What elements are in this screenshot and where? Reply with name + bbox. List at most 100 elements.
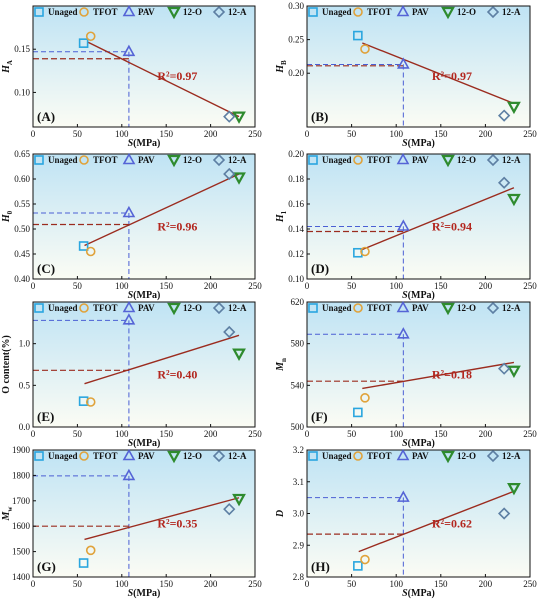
marker-12-o <box>167 6 181 20</box>
x-tick-label: 50 <box>73 281 83 291</box>
marker-12-a <box>486 153 500 167</box>
marker-12-o <box>232 111 246 124</box>
legend-label: 12-O <box>183 155 202 165</box>
marker-tfot <box>79 451 89 461</box>
y-axis-label-main: H <box>1 64 12 74</box>
marker-pav <box>396 327 410 339</box>
x-tick-label: 100 <box>389 129 403 139</box>
x-tick-label: 250 <box>248 579 262 589</box>
x-tick-label: 150 <box>434 129 448 139</box>
y-axis-label: D <box>275 510 286 518</box>
y-axis-label-main: H <box>275 64 286 74</box>
y-tick-label: 0.30 <box>288 1 304 11</box>
x-tick-label: 0 <box>305 129 310 139</box>
y-tick-label: 1800 <box>12 470 31 480</box>
marker-unaged <box>308 303 318 313</box>
x-axis-label: S(MPa) <box>402 138 435 149</box>
marker-12-a <box>223 503 236 516</box>
y-tick-label: 0.25 <box>288 35 304 45</box>
x-tick-label: 0 <box>31 281 36 291</box>
x-tick-label: 150 <box>159 579 173 589</box>
panel-label: (C) <box>37 261 55 276</box>
y-tick-label: 0.10 <box>14 87 30 97</box>
y-tick-label: 0.16 <box>288 199 304 209</box>
legend-label: TFOT <box>93 155 118 165</box>
y-tick-label: 620 <box>291 297 305 307</box>
x-tick-label: 150 <box>159 129 173 139</box>
panel-e: 0 50 100 150 200 250 0.0 0.5 1.0 S(MPa) O content(… <box>1 300 262 449</box>
x-tick-label: 0 <box>305 429 310 439</box>
x-tick-label: 50 <box>73 579 83 589</box>
marker-unaged <box>308 155 318 165</box>
marker-unaged <box>78 241 89 251</box>
fit-line <box>358 490 515 553</box>
legend-label: Unaged <box>322 7 352 17</box>
x-tick-label: 0 <box>31 129 36 139</box>
r2-annotation: R²=0.96 <box>157 219 197 233</box>
x-tick-label: 0 <box>305 281 310 291</box>
y-axis-label: Mw <box>1 506 14 522</box>
legend-label: Unaged <box>322 155 352 165</box>
legend-label: 12-A <box>502 451 521 461</box>
marker-tfot <box>353 451 363 461</box>
marker-unaged <box>34 303 44 313</box>
marker-12-o <box>441 6 455 20</box>
fit-line <box>360 187 515 251</box>
y-tick-label: 0.55 <box>14 199 30 209</box>
y-tick-label: 3.1 <box>293 477 304 487</box>
legend-label: Unaged <box>48 451 78 461</box>
plot-background <box>307 302 530 427</box>
panel-label: (G) <box>37 559 56 574</box>
legend-label: 12-O <box>183 7 202 17</box>
legend-label: 12-A <box>502 155 521 165</box>
y-tick-label: 0.65 <box>14 149 30 159</box>
marker-12-o <box>167 302 181 316</box>
marker-pav <box>396 152 410 165</box>
marker-pav <box>122 44 136 57</box>
marker-unaged <box>78 558 89 568</box>
plot-background <box>307 450 530 577</box>
plot-frame <box>32 301 256 428</box>
marker-tfot <box>79 7 89 17</box>
legend-label: 12-A <box>228 451 247 461</box>
legend-label: PAV <box>138 7 155 17</box>
y-tick-label: 0.5 <box>19 380 31 390</box>
x-tick-label: 200 <box>479 129 493 139</box>
legend-label: 12-A <box>228 303 247 313</box>
marker-pav <box>122 468 136 481</box>
legend-label: Unaged <box>322 303 352 313</box>
x-tick-label: 50 <box>347 129 357 139</box>
y-tick-label: 3.0 <box>293 509 305 519</box>
x-axis-label-symbol: S <box>128 290 134 301</box>
marker-12-o <box>232 348 246 361</box>
marker-pav <box>396 300 410 313</box>
plot-background <box>33 154 255 279</box>
y-tick-label: 2.9 <box>293 540 305 550</box>
x-axis-label-symbol: S <box>402 138 408 149</box>
marker-pav <box>396 490 410 502</box>
marker-unaged <box>34 155 44 165</box>
legend-label: TFOT <box>367 451 392 461</box>
y-tick-label: 1500 <box>12 547 31 557</box>
x-tick-label: 250 <box>248 429 262 439</box>
x-tick-label: 50 <box>73 429 83 439</box>
panel-label: (A) <box>37 109 55 124</box>
x-axis-label-symbol: S <box>128 588 134 599</box>
panel-b: 0 50 100 150 200 250 0.20 0.25 0.30 S(MPa) HB Unage… <box>275 1 537 149</box>
x-tick-label: 100 <box>389 429 403 439</box>
marker-12-o <box>507 365 521 379</box>
marker-pav <box>122 300 136 313</box>
x-tick-label: 100 <box>115 579 129 589</box>
marker-12-a <box>223 110 236 123</box>
legend-label: PAV <box>412 155 429 165</box>
y-axis-label: HB <box>275 60 288 74</box>
legend-label: TFOT <box>367 303 392 313</box>
y-tick-label: 1700 <box>12 496 31 506</box>
x-tick-label: 100 <box>389 281 403 291</box>
marker-tfot <box>360 246 370 257</box>
y-axis-label-sub: 0 <box>6 210 14 214</box>
x-tick-label: 100 <box>115 281 129 291</box>
marker-unaged <box>353 30 363 41</box>
marker-pav <box>122 448 136 461</box>
y-axis-label-main: M <box>1 510 12 521</box>
